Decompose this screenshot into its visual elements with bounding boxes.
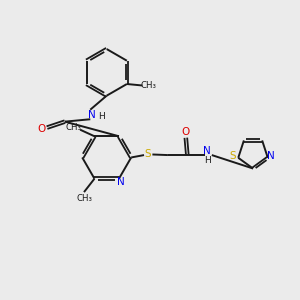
Text: CH₃: CH₃ — [76, 194, 92, 203]
Text: N: N — [118, 177, 125, 187]
Text: CH₃: CH₃ — [66, 123, 82, 132]
Text: N: N — [88, 110, 95, 120]
Text: S: S — [145, 148, 151, 159]
Text: O: O — [181, 127, 189, 137]
Text: CH₃: CH₃ — [141, 81, 157, 90]
Text: O: O — [38, 124, 46, 134]
Text: H: H — [98, 112, 105, 121]
Text: S: S — [230, 151, 236, 161]
Text: N: N — [267, 151, 274, 161]
Text: H: H — [204, 156, 211, 165]
Text: N: N — [203, 146, 211, 157]
